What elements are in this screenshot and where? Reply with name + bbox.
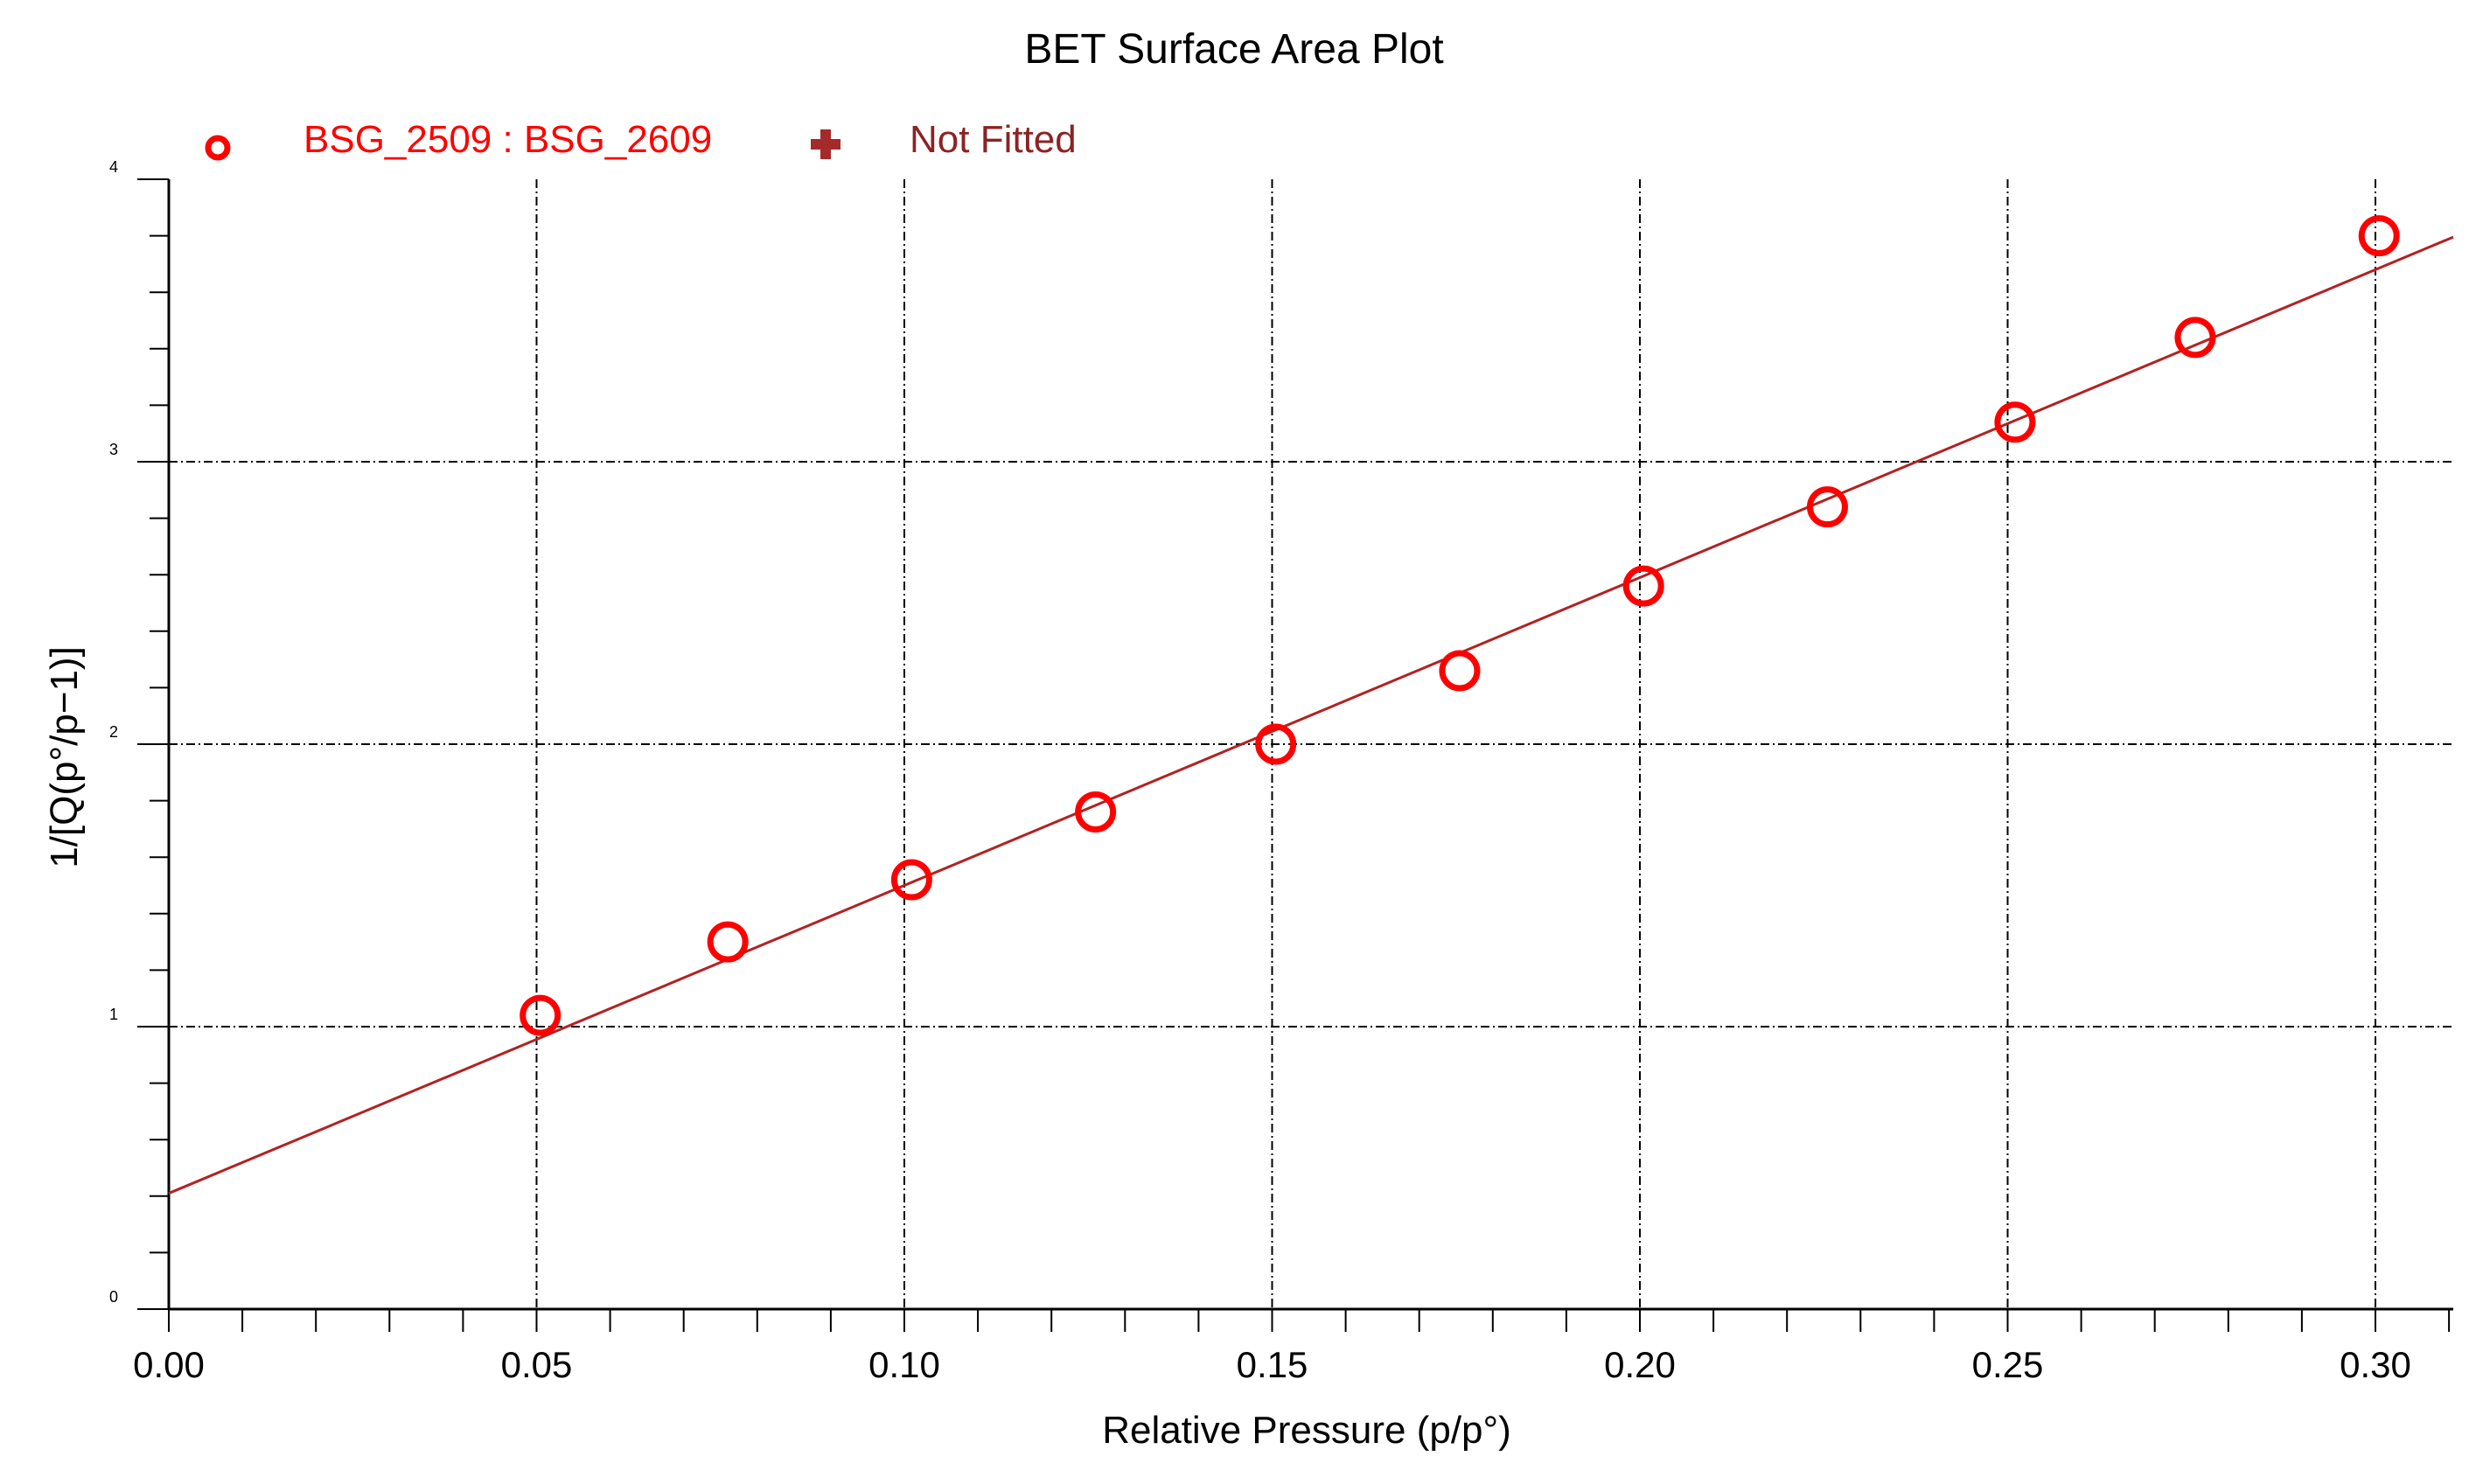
legend-label-series-1: BSG_2509 : BSG_2609 bbox=[303, 118, 712, 161]
y-axis-label: 1/[Q(p°/p−1)] bbox=[43, 646, 86, 868]
y-tick-label: 2 bbox=[109, 723, 118, 741]
data-point bbox=[2174, 317, 2216, 359]
ticks-layer bbox=[137, 178, 2451, 1332]
legend-marker-plus bbox=[811, 129, 840, 159]
x-tick-label: 0.10 bbox=[868, 1344, 940, 1385]
data-point bbox=[1255, 723, 1297, 765]
x-tick-label: 0.20 bbox=[1604, 1344, 1676, 1385]
data-point bbox=[707, 921, 749, 963]
y-tick-labels: 0 1 2 3 4 bbox=[109, 158, 118, 1306]
y-tick-label: 3 bbox=[109, 441, 118, 458]
legend-marker-open-circle bbox=[205, 135, 231, 161]
data-point bbox=[890, 859, 932, 901]
fit-line bbox=[168, 235, 2454, 1195]
data-point bbox=[1075, 791, 1117, 833]
x-tick-label: 0.05 bbox=[501, 1344, 573, 1385]
y-tick-label: 1 bbox=[109, 1006, 118, 1023]
points-layer bbox=[520, 215, 2400, 1036]
y-tick-label: 0 bbox=[109, 1288, 118, 1306]
x-tick-label: 0.00 bbox=[133, 1344, 205, 1385]
x-tick-label: 0.30 bbox=[2340, 1344, 2411, 1385]
data-point bbox=[1622, 565, 1664, 607]
data-point bbox=[1439, 650, 1481, 692]
x-axis-label: Relative Pressure (p/p°) bbox=[1102, 1409, 1511, 1452]
chart-title: BET Surface Area Plot bbox=[1024, 26, 1443, 73]
legend: BSG_2509 : BSG_2609 Not Fitted bbox=[205, 118, 1077, 161]
fit-layer bbox=[168, 235, 2454, 1195]
data-point bbox=[520, 994, 561, 1036]
y-tick-label: 4 bbox=[109, 158, 118, 176]
data-point bbox=[2358, 215, 2400, 257]
data-point bbox=[1994, 401, 2036, 443]
grid-layer bbox=[169, 179, 2453, 1309]
x-tick-label: 0.15 bbox=[1237, 1344, 1308, 1385]
x-tick-labels: 0.00 0.05 0.10 0.15 0.20 0.25 0.30 bbox=[133, 1344, 2411, 1385]
x-tick-label: 0.25 bbox=[1972, 1344, 2044, 1385]
legend-label-series-2: Not Fitted bbox=[910, 118, 1077, 161]
data-point bbox=[1806, 486, 1848, 528]
